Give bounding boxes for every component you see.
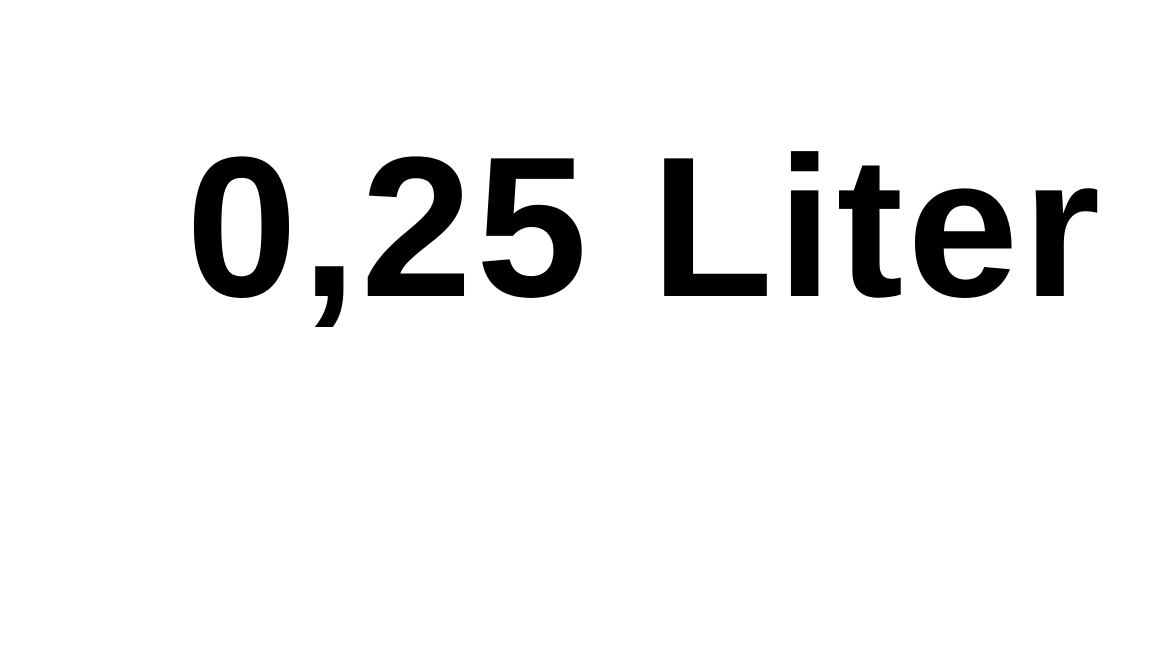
volume-label: 0,25 Liter xyxy=(186,116,1105,339)
